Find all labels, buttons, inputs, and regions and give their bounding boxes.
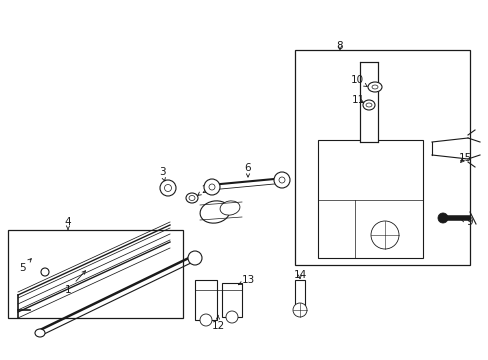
Text: 4: 4 bbox=[64, 217, 71, 230]
Ellipse shape bbox=[200, 201, 229, 223]
Ellipse shape bbox=[362, 100, 374, 110]
Ellipse shape bbox=[365, 103, 371, 107]
Text: 3: 3 bbox=[159, 167, 165, 181]
Text: 13: 13 bbox=[238, 275, 254, 285]
Bar bbox=[294, 280, 305, 310]
Circle shape bbox=[41, 268, 49, 276]
Text: 11: 11 bbox=[351, 95, 364, 105]
Circle shape bbox=[160, 180, 176, 196]
Circle shape bbox=[292, 303, 306, 317]
Ellipse shape bbox=[35, 329, 45, 337]
Text: 5: 5 bbox=[19, 258, 31, 273]
Text: 15: 15 bbox=[457, 153, 470, 163]
Text: 7: 7 bbox=[204, 210, 211, 220]
Circle shape bbox=[225, 311, 238, 323]
Ellipse shape bbox=[220, 201, 240, 215]
Circle shape bbox=[437, 213, 447, 223]
Circle shape bbox=[187, 251, 202, 265]
Ellipse shape bbox=[367, 82, 381, 92]
Bar bbox=[317, 140, 422, 258]
Circle shape bbox=[273, 172, 289, 188]
Bar bbox=[222, 283, 242, 317]
Text: 12: 12 bbox=[211, 315, 224, 331]
Circle shape bbox=[200, 314, 212, 326]
Circle shape bbox=[203, 179, 220, 195]
Bar bbox=[359, 62, 377, 142]
Text: 2: 2 bbox=[197, 185, 208, 195]
Text: 9: 9 bbox=[460, 217, 472, 227]
Text: 14: 14 bbox=[293, 270, 306, 280]
Bar bbox=[8, 230, 183, 318]
Bar bbox=[195, 280, 217, 320]
Text: 8: 8 bbox=[336, 41, 343, 51]
Text: 10: 10 bbox=[350, 75, 366, 86]
Circle shape bbox=[208, 184, 215, 190]
Circle shape bbox=[370, 221, 398, 249]
Circle shape bbox=[279, 177, 285, 183]
Bar bbox=[294, 50, 469, 265]
Ellipse shape bbox=[185, 193, 198, 203]
Text: 1: 1 bbox=[64, 271, 85, 295]
Ellipse shape bbox=[371, 85, 377, 89]
Ellipse shape bbox=[189, 195, 195, 201]
Circle shape bbox=[164, 185, 171, 192]
Text: 6: 6 bbox=[244, 163, 251, 177]
